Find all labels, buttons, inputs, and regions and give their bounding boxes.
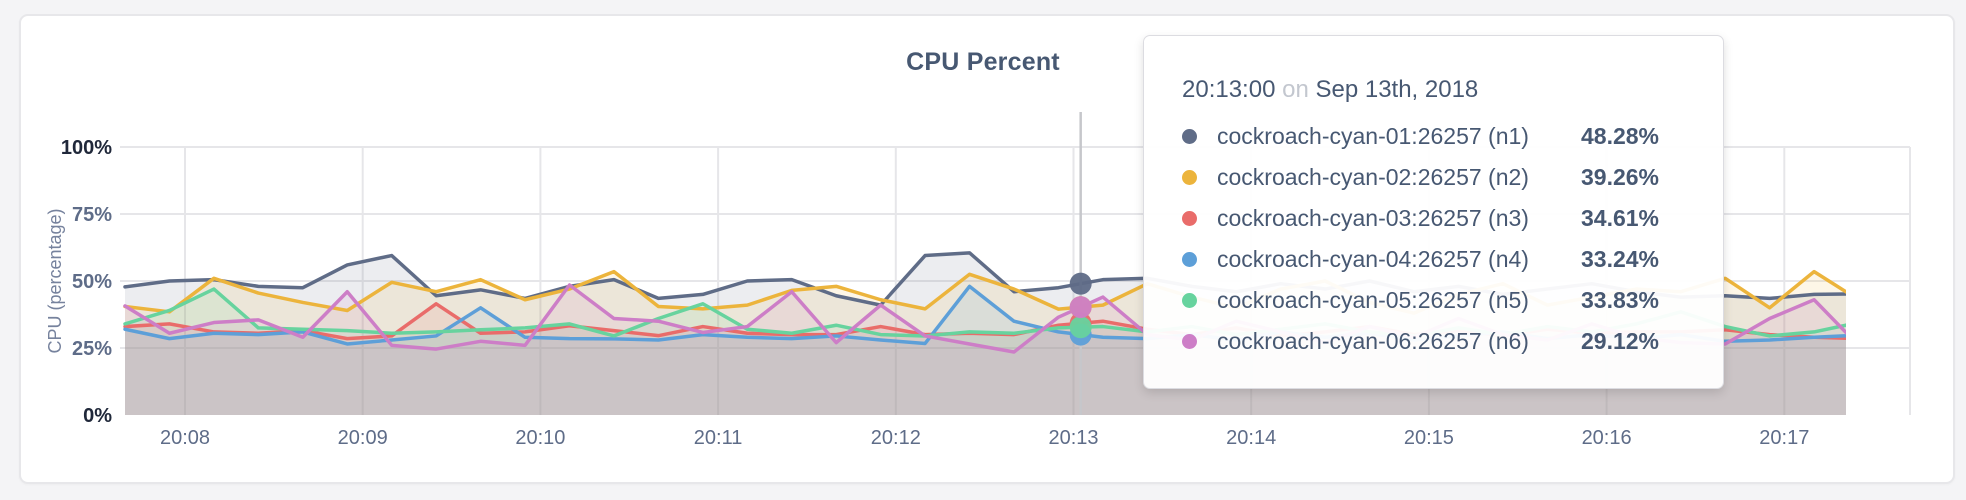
y-axis-tick-label: 75% xyxy=(72,204,112,226)
series-label: cockroach-cyan-06:26257 (n6) xyxy=(1217,328,1529,354)
series-value: 34.61% xyxy=(1581,205,1660,231)
x-axis-tick-label: 20:13 xyxy=(1048,427,1098,449)
series-color-dot xyxy=(1182,334,1197,349)
series-color-dot xyxy=(1182,293,1197,308)
x-axis-tick-label: 20:09 xyxy=(338,427,388,449)
x-axis-tick-label: 20:15 xyxy=(1404,427,1454,449)
series-label: cockroach-cyan-04:26257 (n4) xyxy=(1217,246,1529,272)
y-axis-tick-label: 25% xyxy=(72,338,112,360)
series-label: cockroach-cyan-03:26257 (n3) xyxy=(1217,205,1529,231)
y-axis-tick-label: 100% xyxy=(61,137,112,159)
series-value: 29.12% xyxy=(1581,328,1660,354)
x-axis-tick-label: 20:14 xyxy=(1226,427,1276,449)
x-axis-tick-label: 20:12 xyxy=(871,427,921,449)
tooltip-series-row: cockroach-cyan-02:26257 (n2) 39.26% xyxy=(1182,157,1723,198)
x-axis-tick-label: 20:10 xyxy=(515,427,565,449)
tooltip-series-row: cockroach-cyan-05:26257 (n5) 33.83% xyxy=(1182,280,1723,321)
x-axis-tick-label: 20:17 xyxy=(1759,427,1809,449)
y-axis-tick-label: 50% xyxy=(72,271,112,293)
chart-hover-tooltip: 20:13:00 on Sep 13th, 2018 cockroach-cya… xyxy=(1143,35,1724,389)
tooltip-series-row: cockroach-cyan-03:26257 (n3) 34.61% xyxy=(1182,198,1723,239)
series-value: 39.26% xyxy=(1581,164,1660,190)
tooltip-series-row: cockroach-cyan-06:26257 (n6) 29.12% xyxy=(1182,321,1723,362)
y-axis-title: CPU (percentage) xyxy=(45,208,65,353)
series-value: 33.83% xyxy=(1581,287,1660,313)
hover-dot-n6 xyxy=(1069,296,1092,319)
tooltip-header: 20:13:00 on Sep 13th, 2018 xyxy=(1182,76,1723,104)
hover-dot-n5 xyxy=(1069,316,1092,339)
series-label: cockroach-cyan-02:26257 (n2) xyxy=(1217,164,1529,190)
tooltip-date: Sep 13th, 2018 xyxy=(1315,76,1479,103)
series-label: cockroach-cyan-01:26257 (n1) xyxy=(1217,123,1529,149)
y-axis-tick-label: 0% xyxy=(83,405,112,427)
tooltip-time: 20:13:00 xyxy=(1182,76,1276,103)
hover-dot-n1 xyxy=(1069,272,1092,295)
series-color-dot xyxy=(1182,252,1197,267)
series-label: cockroach-cyan-05:26257 (n5) xyxy=(1217,287,1529,313)
chart-title: CPU Percent xyxy=(906,48,1060,76)
x-axis-tick-label: 20:08 xyxy=(160,427,210,449)
tooltip-series-row: cockroach-cyan-04:26257 (n4) 33.24% xyxy=(1182,239,1723,280)
series-color-dot xyxy=(1182,211,1197,226)
x-axis-tick-label: 20:11 xyxy=(694,427,743,449)
series-color-dot xyxy=(1182,129,1197,144)
tooltip-rows: cockroach-cyan-01:26257 (n1) 48.28% cockro… xyxy=(1182,116,1723,362)
series-value: 33.24% xyxy=(1581,246,1660,272)
series-color-dot xyxy=(1182,170,1197,185)
tooltip-series-row: cockroach-cyan-01:26257 (n1) 48.28% xyxy=(1182,116,1723,157)
x-axis-tick-label: 20:16 xyxy=(1582,427,1632,449)
series-value: 48.28% xyxy=(1581,123,1660,149)
tooltip-on-word: on xyxy=(1282,76,1309,103)
